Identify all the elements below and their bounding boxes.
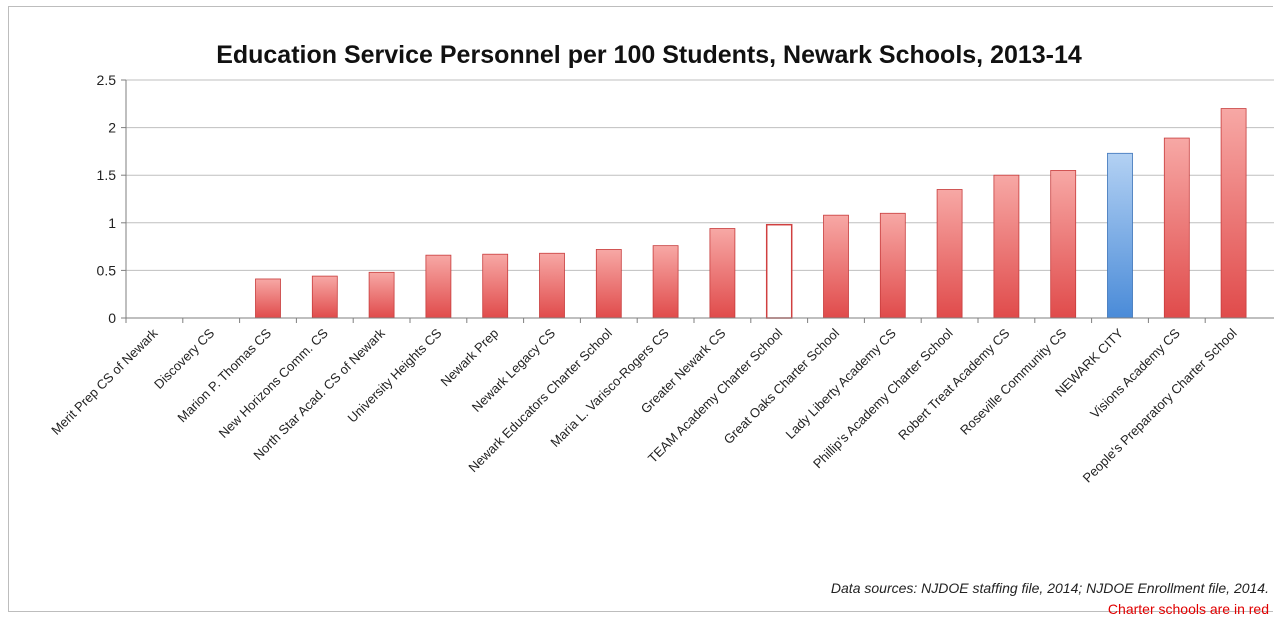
x-tick-label: Great Oaks Charter School	[721, 325, 843, 447]
bar	[368, 271, 395, 319]
bar	[1163, 137, 1190, 319]
bar-chart: Education Service Personnel per 100 Stud…	[48, 41, 1274, 486]
x-tick-label: University Heights CS	[345, 325, 445, 425]
y-tick-label: 0.5	[97, 262, 117, 278]
x-tick-label: Newark Prep	[438, 326, 502, 390]
y-tick-label: 2.5	[97, 72, 117, 88]
bar	[823, 214, 849, 319]
data-source-note: Data sources: NJDOE staffing file, 2014;…	[830, 580, 1269, 596]
bar	[652, 245, 679, 319]
bar	[765, 223, 793, 319]
y-tick-label: 2	[108, 120, 116, 136]
bar	[539, 252, 565, 319]
x-tick-label: Merit Prep CS of Newark	[48, 325, 161, 438]
bar	[595, 249, 622, 319]
charter-schools-note: Charter schools are in red	[1107, 601, 1269, 617]
x-tick-label: Lady Liberty Academy CS	[783, 325, 900, 442]
bar	[425, 254, 452, 319]
bar	[482, 253, 509, 319]
gridlines	[126, 79, 1274, 319]
bar	[879, 212, 906, 319]
bar	[993, 174, 1020, 319]
bar	[709, 228, 736, 319]
x-tick-label: Roseville Community CS	[957, 325, 1069, 437]
chart-title: Education Service Personnel per 100 Stud…	[216, 41, 1082, 69]
y-axis: 0 0.5 1 1.5 2 2.5	[97, 72, 127, 326]
chart-frame: Education Service Personnel per 100 Stud…	[8, 6, 1274, 617]
bar	[1107, 152, 1133, 319]
y-tick-label: 1.5	[97, 167, 117, 183]
x-tick-label: Marion P. Thomas CS	[174, 325, 274, 425]
bar	[255, 278, 281, 319]
bar	[1220, 108, 1247, 319]
bar	[936, 189, 963, 319]
x-tick-label: New Horizons Comm. CS	[216, 325, 332, 441]
bar	[1050, 170, 1077, 319]
x-tick-label: Maria L. Varisco-Rogers CS	[547, 325, 672, 450]
bar	[311, 275, 338, 319]
y-tick-label: 0	[108, 310, 116, 326]
bars	[255, 108, 1247, 319]
y-tick-label: 1	[108, 215, 116, 231]
x-tick-label: Robert Treat Academy CS	[895, 325, 1013, 443]
